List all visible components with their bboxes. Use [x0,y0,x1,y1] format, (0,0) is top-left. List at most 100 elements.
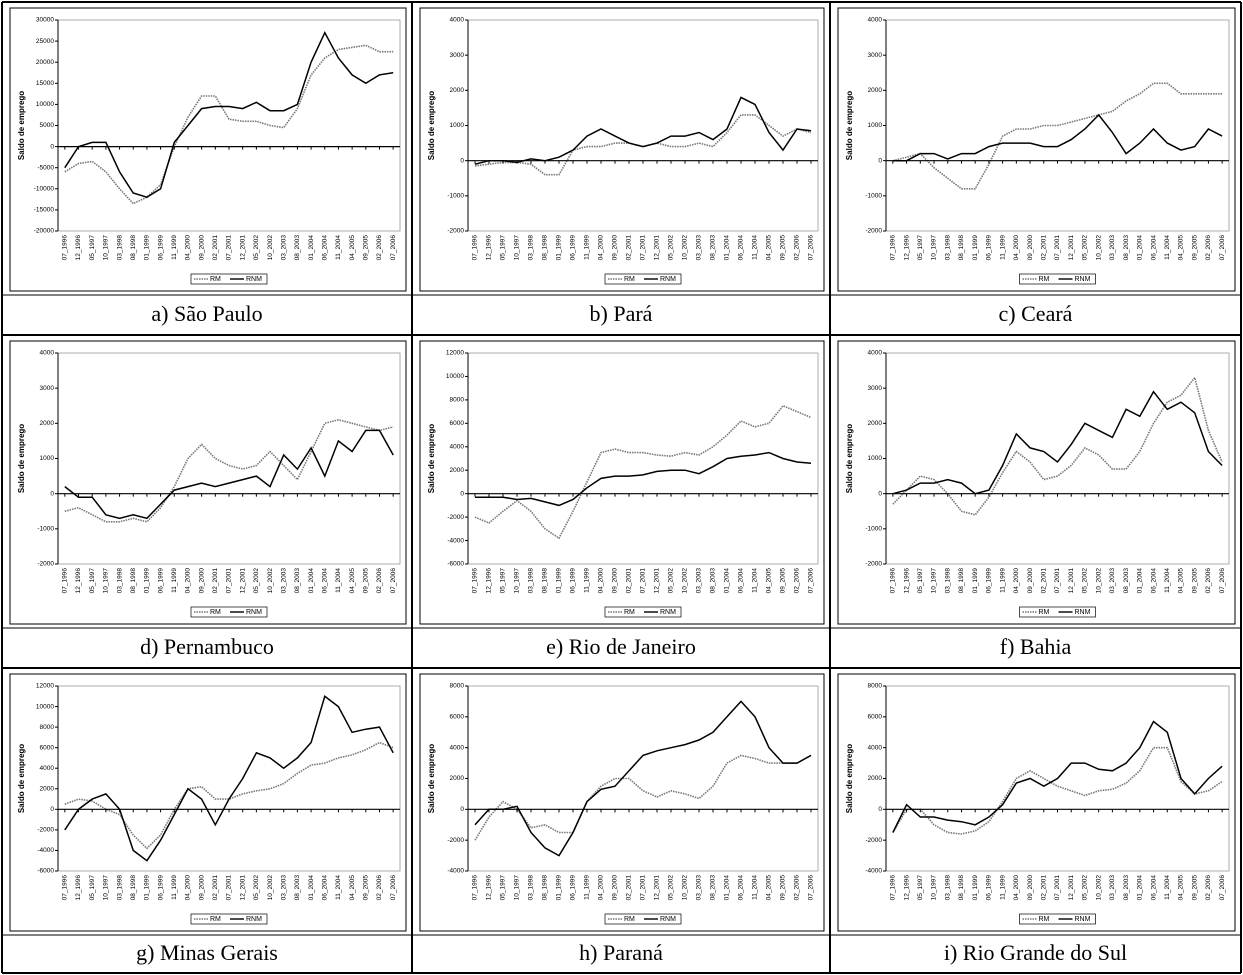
y-tick-label: 0 [50,143,54,150]
x-tick-label: 02_2001 [212,568,219,594]
x-tick-label: 06_2004 [321,875,328,901]
y-tick-label: -4000 [447,537,464,544]
caption: g) Minas Gerais [136,940,278,965]
x-tick-label: 01_2004 [724,235,731,261]
x-tick-label: 01_2004 [1137,568,1144,594]
x-tick-label: 08_1998 [958,875,965,901]
series-line [64,429,394,520]
legend-label: RNM [246,609,262,616]
y-tick-label: 3000 [40,385,55,392]
x-tick-label: 04_2005 [766,235,773,261]
x-tick-label: 10_2002 [1095,875,1102,901]
x-tick-label: 04_2000 [185,875,192,901]
x-tick-label: 08_1998 [130,235,137,261]
x-tick-label: 07_2006 [390,875,397,901]
x-tick-label: 06_1999 [570,235,577,261]
x-tick-label: 11_1999 [584,235,591,260]
y-tick-label: 0 [878,806,882,813]
x-tick-label: 05_1997 [500,875,507,901]
y-tick-label: 1000 [40,455,55,462]
y-tick-label: 1000 [450,122,465,129]
x-tick-label: 04_2005 [349,875,356,901]
y-tick-label: 30000 [36,17,54,24]
legend-label: RM [210,609,221,616]
x-tick-label: 11_2004 [752,568,759,593]
x-tick-label: 08_2003 [294,235,301,261]
x-tick-label: 09_2000 [198,568,205,594]
y-tick-label: 4000 [868,17,883,24]
x-tick-label: 02_2001 [1040,235,1047,261]
x-tick-label: 01_2004 [308,875,315,901]
y-tick-label: -2000 [865,228,882,235]
x-tick-label: 07_2001 [640,235,647,261]
y-tick-label: -10000 [34,186,55,193]
x-tick-label: 07_2001 [640,568,647,594]
x-tick-label: 11_1999 [171,875,178,900]
x-tick-label: 06_2004 [1150,875,1157,901]
x-tick-label: 08_1998 [542,875,549,901]
x-tick-label: 05_1997 [917,568,924,594]
x-tick-label: 04_2005 [766,875,773,901]
y-tick-label: 10000 [446,373,464,380]
x-tick-label: 01_1999 [144,235,151,261]
x-tick-label: 05_1997 [500,235,507,261]
x-tick-label: 01_2004 [1137,875,1144,901]
x-tick-label: 02_2006 [376,568,383,594]
x-tick-label: 08_2003 [710,875,717,901]
x-tick-label: 07_2001 [1054,235,1061,261]
x-tick-label: 12_1996 [486,875,493,901]
x-tick-label: 02_2001 [626,235,633,261]
series-line [474,404,812,540]
x-tick-label: 04_2005 [766,568,773,594]
y-tick-label: 2000 [868,775,883,782]
x-tick-label: 12_1996 [486,235,493,261]
x-tick-label: 12_2001 [239,875,246,901]
y-tick-label: 8000 [450,683,465,690]
x-tick-label: 05_1997 [89,875,96,901]
x-tick-label: 11_2004 [335,568,342,593]
x-tick-label: 09_2005 [780,568,787,594]
legend-label: RNM [1075,609,1091,616]
x-tick-label: 08_2003 [1123,568,1130,594]
y-tick-label: 2000 [450,467,465,474]
x-tick-label: 04_2000 [185,235,192,261]
legend-label: RNM [660,609,676,616]
x-tick-label: 04_2000 [1013,568,1020,594]
y-tick-label: 2000 [450,775,465,782]
x-tick-label: 04_2000 [1013,875,1020,901]
x-tick-label: 09_2000 [1027,235,1034,261]
x-tick-label: 03_1998 [116,568,123,594]
series-line [475,451,812,507]
x-tick-label: 10_2002 [1095,568,1102,594]
y-tick-label: -1000 [865,193,882,200]
x-tick-label: 03_2003 [280,568,287,594]
y-axis-label: Saldo de emprego [17,424,26,493]
y-tick-label: -4000 [447,868,464,875]
x-tick-label: 11_2004 [1164,875,1171,900]
x-tick-label: 03_1998 [528,568,535,594]
x-tick-label: 11_1999 [999,235,1006,260]
series-line [474,96,812,165]
y-tick-label: 2000 [450,87,465,94]
x-tick-label: 06_1999 [986,875,993,901]
caption: f) Bahia [1000,634,1072,659]
x-tick-label: 01_1999 [556,875,563,901]
x-tick-label: 12_1996 [75,568,82,594]
x-tick-label: 05_2002 [253,568,260,594]
legend-label: RM [1039,916,1050,923]
x-tick-label: 01_2004 [1137,235,1144,261]
x-tick-label: 11_1999 [584,875,591,900]
x-tick-label: 02_2001 [212,875,219,901]
x-tick-label: 02_2006 [794,875,801,901]
x-tick-label: 05_2002 [668,568,675,594]
x-tick-label: 12_1996 [75,235,82,261]
x-tick-label: 07_2001 [1054,875,1061,901]
x-tick-label: 04_2000 [185,568,192,594]
x-tick-label: 06_2004 [321,568,328,594]
y-tick-label: -5000 [37,164,54,171]
x-tick-label: 05_1997 [89,235,96,261]
y-tick-label: -2000 [865,561,882,568]
series-line [892,390,1223,495]
x-tick-label: 07_2006 [1219,568,1226,594]
